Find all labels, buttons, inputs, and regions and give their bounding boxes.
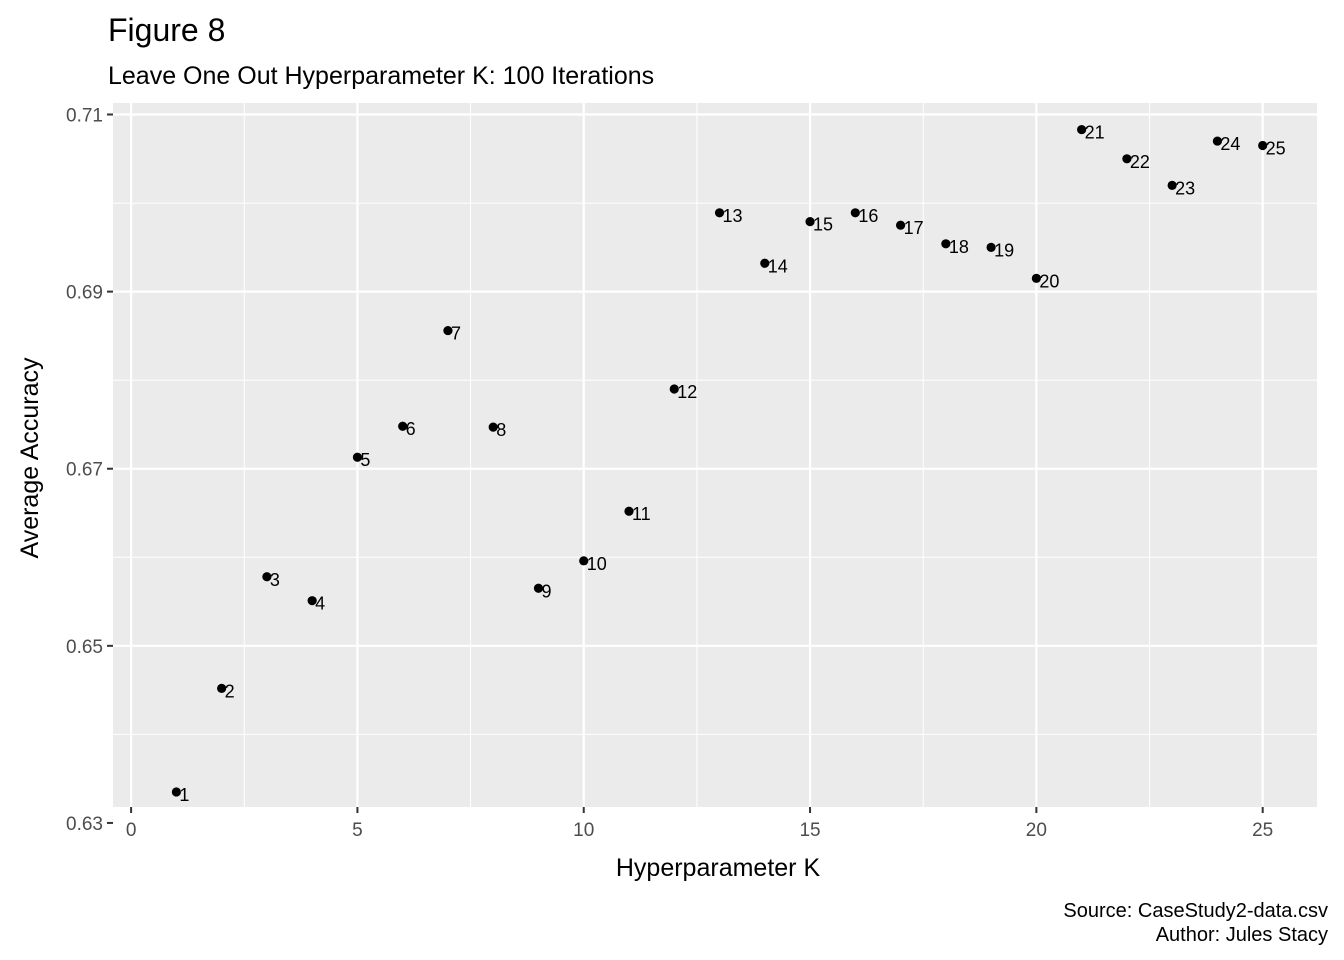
point-label: 19 [994,240,1014,260]
x-tick-label: 25 [1252,820,1273,841]
point-label: 15 [813,215,833,235]
data-point [171,787,181,797]
data-point [1122,154,1132,164]
axis-ticks [107,113,1264,824]
data-point [307,596,317,606]
data-point [624,506,634,516]
chart-subtitle: Leave One Out Hyperparameter K: 100 Iter… [108,62,654,90]
y-tick-label: 0.65 [66,637,103,658]
chart-title: Figure 8 [108,12,225,48]
data-point [850,208,860,218]
point-label: 17 [904,218,924,238]
y-tick-label: 0.69 [66,283,103,304]
data-point [1167,180,1177,190]
point-label: 12 [677,382,697,402]
caption-source: Source: CaseStudy2-data.csv [1063,900,1328,922]
caption-author: Author: Jules Stacy [1156,924,1328,946]
data-point [1031,273,1041,283]
data-point [398,421,408,431]
point-label: 11 [632,504,651,524]
point-label: 23 [1175,178,1195,198]
data-point [714,208,725,218]
y-tick-label: 0.67 [66,460,103,481]
y-tick-label: 0.63 [66,814,103,835]
y-tick-labels: 0.63 0.65 0.67 0.69 0.71 [66,106,103,835]
data-point [669,384,679,394]
plot-panel [113,103,1317,807]
data-point [805,217,815,227]
data-point [488,422,498,432]
point-label: 9 [541,581,551,601]
major-gridlines [113,103,1317,825]
data-points [171,124,1268,797]
data-point [895,220,906,230]
x-tick-label: 5 [352,820,363,841]
data-point [760,258,770,268]
x-tick-label: 10 [573,820,594,841]
x-tick-label: 20 [1026,820,1047,841]
data-point [533,583,544,593]
point-label: 25 [1266,139,1286,159]
point-label: 7 [451,324,461,344]
point-label: 13 [723,206,743,226]
point-label: 20 [1039,271,1059,291]
point-label: 10 [587,554,607,574]
data-point [1077,124,1087,135]
point-label: 22 [1130,152,1150,172]
data-point [1258,140,1268,151]
x-axis-title: Hyperparameter K [616,854,821,882]
y-tick-label: 0.71 [66,106,103,127]
point-label: 2 [225,681,235,701]
data-point [262,572,272,582]
x-tick-labels: 0 5 10 15 20 25 [126,820,1273,841]
data-point [986,242,996,252]
data-point [579,556,589,566]
y-axis-title: Average Accuracy [16,357,44,559]
point-label: 14 [768,256,788,276]
point-label: 1 [179,785,189,805]
point-label: 5 [360,450,370,470]
data-point [352,452,363,462]
point-label: 8 [496,420,506,440]
point-label: 3 [270,570,280,590]
data-point [941,239,951,249]
x-tick-label: 15 [799,820,820,841]
point-label: 24 [1220,134,1240,154]
point-label: 16 [858,206,878,226]
point-label: 18 [949,237,969,257]
data-point [443,325,453,336]
x-tick-label: 0 [126,820,137,841]
point-label: 4 [315,594,325,614]
data-point [1212,136,1223,146]
minor-gridlines [113,103,1317,807]
data-point [217,683,227,693]
point-label: 6 [406,419,416,439]
point-label: 21 [1085,123,1105,143]
